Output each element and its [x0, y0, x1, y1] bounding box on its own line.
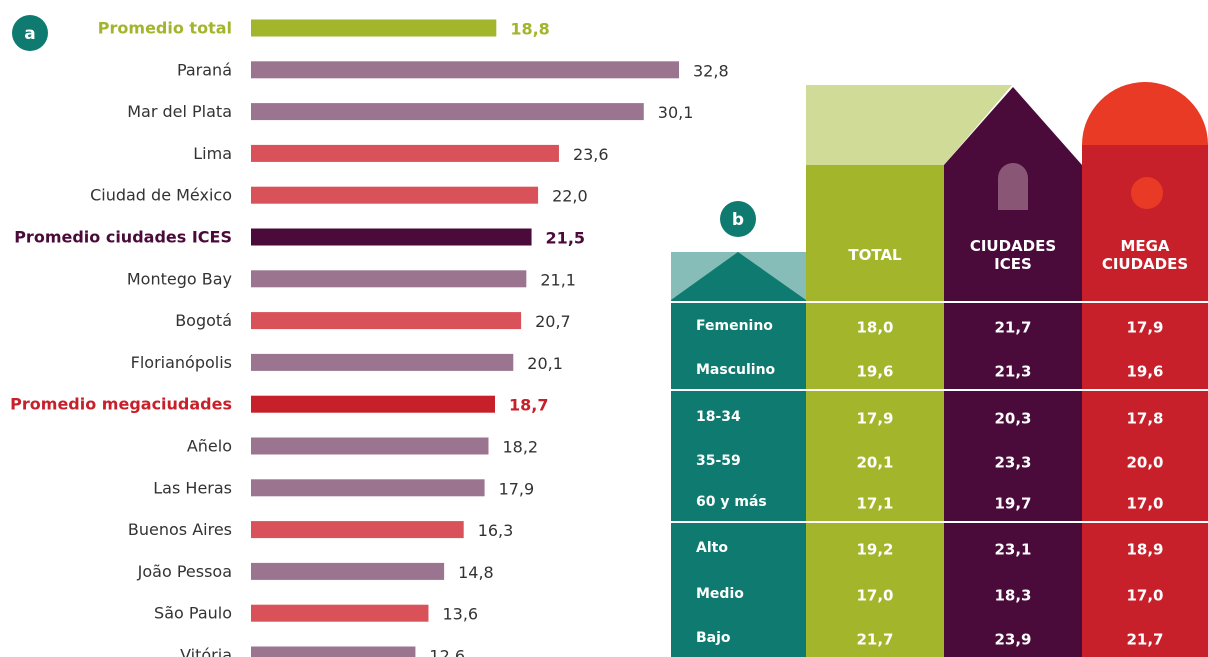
- value-label: 30,1: [658, 103, 694, 122]
- value-label: 12,6: [429, 647, 465, 657]
- bar: [251, 562, 445, 580]
- cell: 23,3: [994, 454, 1031, 472]
- cell: 17,9: [1126, 319, 1163, 337]
- cell: 17,0: [856, 587, 893, 605]
- badge: [12, 15, 48, 51]
- cell: 18,3: [994, 587, 1031, 605]
- category-label: Promedio ciudades ICES: [14, 228, 232, 247]
- category-label: Promedio total: [98, 19, 232, 38]
- bar: [251, 353, 514, 371]
- cell: 18,0: [856, 319, 893, 337]
- row-label: Masculino: [696, 362, 776, 378]
- category-label: Las Heras: [153, 478, 232, 497]
- cell: 17,0: [1126, 587, 1163, 605]
- value-label: 18,7: [509, 396, 548, 415]
- column-header: CIUDADES ICES: [969, 237, 1057, 273]
- column-bg: [806, 165, 944, 657]
- category-label: Añelo: [187, 437, 232, 456]
- row-header-column: [671, 300, 806, 657]
- category-label: Lima: [193, 144, 232, 163]
- cell: 23,1: [994, 541, 1031, 559]
- row-label: 18-34: [696, 409, 741, 425]
- value-label: 18,8: [510, 20, 549, 39]
- value-label: 13,6: [442, 605, 478, 624]
- category-label: Florianópolis: [131, 353, 232, 372]
- category-label: Promedio megaciudades: [10, 395, 232, 414]
- value-label: 20,1: [527, 354, 563, 373]
- value-label: 22,0: [552, 187, 588, 206]
- cell: 17,1: [856, 495, 893, 513]
- value-label: 18,2: [502, 438, 538, 457]
- badge: [720, 201, 756, 237]
- cell: 20,1: [856, 454, 893, 472]
- category-label: São Paulo: [154, 604, 232, 623]
- cell: 20,3: [994, 410, 1031, 428]
- bar: [251, 479, 485, 497]
- category-label: Vitória: [180, 646, 232, 657]
- value-label: 17,9: [499, 479, 535, 498]
- cell: 17,9: [856, 410, 893, 428]
- bar: [251, 270, 527, 288]
- cell: 17,8: [1126, 410, 1163, 428]
- cell: 19,7: [994, 495, 1031, 513]
- roof: [806, 85, 1012, 165]
- bar: [251, 604, 429, 622]
- bar: [251, 103, 644, 121]
- bar: [251, 228, 532, 246]
- category-label: Mar del Plata: [127, 102, 232, 121]
- bar: [251, 144, 559, 162]
- bar: [251, 395, 496, 413]
- value-label: 14,8: [458, 563, 494, 582]
- category-label: Ciudad de México: [90, 186, 232, 205]
- cell: 21,7: [1126, 631, 1163, 649]
- value-label: 16,3: [478, 521, 514, 540]
- cell: 18,9: [1126, 541, 1163, 559]
- bar: [251, 186, 539, 204]
- category-label: Buenos Aires: [128, 520, 232, 539]
- bar: [251, 19, 497, 37]
- cell: 19,6: [856, 363, 893, 381]
- column-bg: [944, 87, 1082, 657]
- value-label: 23,6: [573, 145, 609, 164]
- row-label: Bajo: [696, 630, 731, 646]
- cell: 23,9: [994, 631, 1031, 649]
- bar: [251, 437, 489, 455]
- cell: 20,0: [1126, 454, 1163, 472]
- cell: 17,0: [1126, 495, 1163, 513]
- panel-label: a: [24, 24, 35, 44]
- cell: 21,7: [856, 631, 893, 649]
- panel-label: b: [732, 210, 744, 230]
- row-label: 35-59: [696, 453, 741, 469]
- roof: [671, 252, 806, 300]
- window: [998, 163, 1028, 210]
- category-label: Paraná: [177, 60, 232, 79]
- value-label: 21,5: [546, 229, 585, 248]
- dome: [1082, 82, 1208, 145]
- column-header: MEGA CIUDADES: [1101, 237, 1189, 273]
- cell: 21,3: [994, 363, 1031, 381]
- column-bg: [1082, 145, 1208, 657]
- row-label: Femenino: [696, 318, 773, 334]
- window: [1131, 177, 1163, 209]
- value-label: 32,8: [693, 61, 729, 80]
- bar: [251, 312, 522, 330]
- row-label: Medio: [696, 586, 744, 602]
- bar: [251, 61, 679, 79]
- column-header: TOTAL: [848, 246, 902, 264]
- cell: 19,2: [856, 541, 893, 559]
- row-label: 60 y más: [696, 494, 767, 510]
- row-label: Alto: [696, 540, 728, 556]
- cell: 21,7: [994, 319, 1031, 337]
- bar: [251, 646, 416, 657]
- value-label: 20,7: [535, 312, 571, 331]
- category-label: Bogotá: [175, 311, 232, 330]
- category-label: Montego Bay: [127, 269, 232, 288]
- bar: [251, 521, 464, 539]
- value-label: 21,1: [540, 270, 576, 289]
- category-label: João Pessoa: [137, 562, 232, 581]
- cell: 19,6: [1126, 363, 1163, 381]
